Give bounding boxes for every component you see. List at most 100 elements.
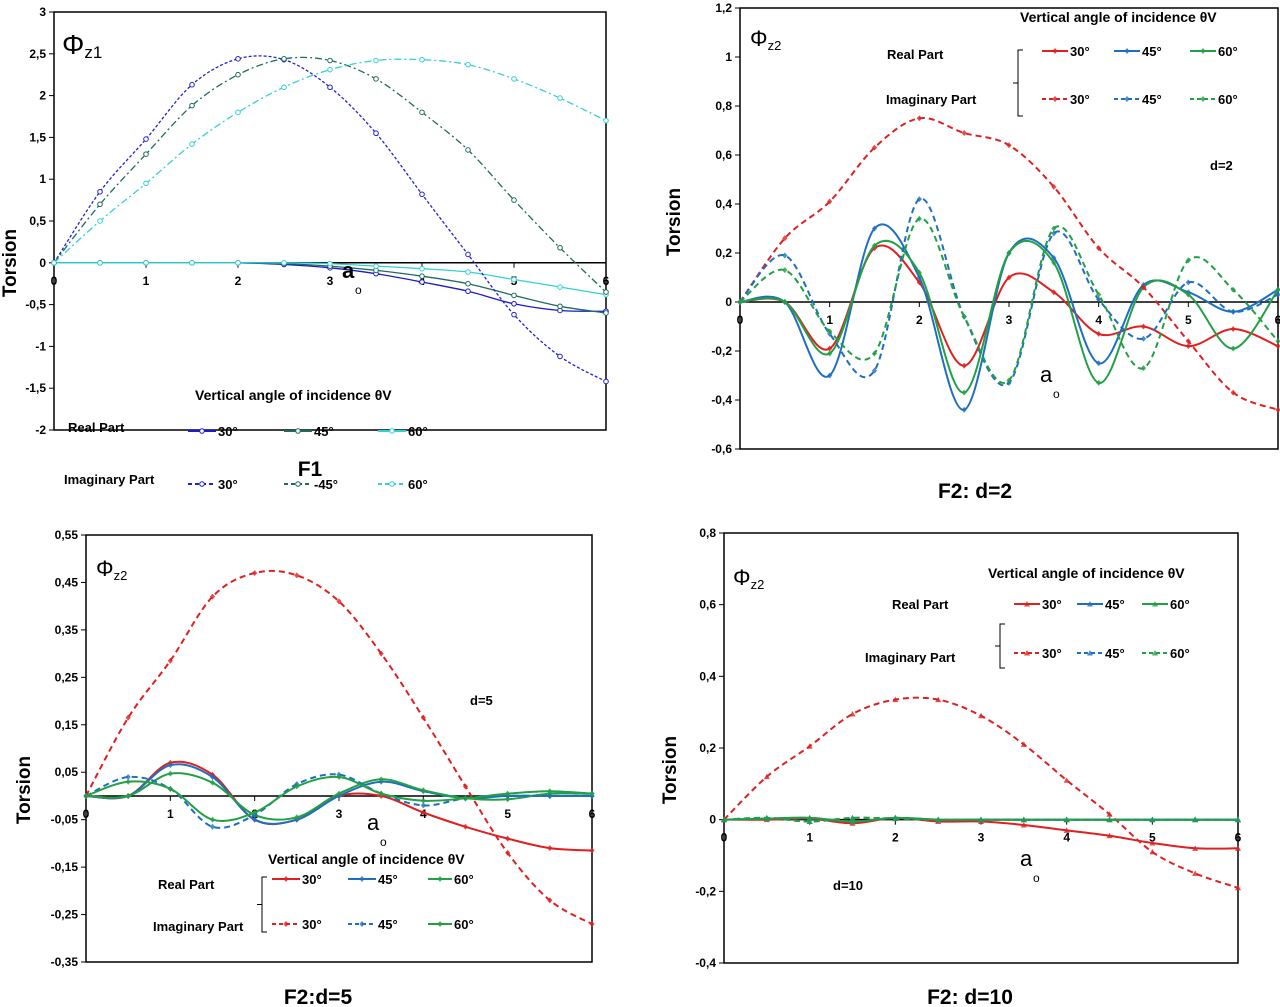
legend-label: 30°	[1042, 646, 1062, 661]
legend-entry: 45°	[1114, 44, 1162, 59]
series-line	[739, 197, 1279, 387]
data-point	[916, 279, 922, 286]
legend-label: 45°	[378, 917, 398, 932]
data-point	[603, 378, 609, 385]
data-point	[189, 102, 195, 109]
legend-imaginary-part-label: Imaginary Part	[64, 472, 155, 487]
data-point	[327, 57, 333, 64]
data-point	[1063, 816, 1070, 823]
data-point	[465, 280, 471, 287]
data-point	[1230, 308, 1236, 315]
y-tick-label: 0	[725, 295, 732, 309]
legend-marker	[1024, 601, 1030, 607]
symbol-subscript: z2	[114, 568, 128, 583]
data-point	[763, 814, 770, 821]
legend-marker	[437, 921, 443, 927]
legend-entry: 30°	[272, 872, 322, 887]
data-point	[961, 389, 967, 396]
y-tick-label: -0,35	[51, 955, 79, 969]
data-point	[1096, 379, 1102, 386]
data-point	[420, 809, 426, 816]
data-point	[1140, 365, 1147, 372]
legend-imaginary-part-label: Imaginary Part	[153, 919, 244, 934]
data-point	[589, 847, 595, 854]
data-point	[505, 790, 511, 797]
legend-label: 30°	[302, 872, 322, 887]
data-point	[916, 115, 922, 122]
data-point	[892, 696, 899, 703]
data-point	[373, 130, 379, 137]
legend-entry: 45°	[348, 872, 398, 887]
legend-entry: 30°	[188, 477, 238, 492]
data-point	[209, 773, 216, 780]
data-point	[871, 242, 878, 249]
data-point	[961, 406, 967, 413]
legend-label: 60°	[454, 872, 474, 887]
y-tick-label: -0,25	[51, 908, 79, 922]
data-point	[373, 57, 379, 64]
function-symbol: Φz2	[733, 565, 764, 592]
chart-title: F2: d=2	[938, 480, 1012, 503]
y-tick-label: 0,25	[55, 670, 79, 684]
data-point	[373, 76, 379, 82]
legend-label: 60°	[1218, 44, 1238, 59]
data-point	[465, 251, 471, 258]
x-tick-label: 0	[737, 313, 744, 327]
data-point	[336, 790, 342, 797]
d-annotation: d=5	[470, 693, 493, 708]
x-tick-label: 1	[806, 831, 813, 845]
legend-marker	[1087, 650, 1093, 656]
data-point	[1230, 389, 1236, 396]
legend-marker	[283, 921, 289, 927]
data-point	[1185, 257, 1191, 264]
data-point	[511, 311, 517, 318]
data-point	[916, 269, 922, 276]
y-tick-label: 0,05	[55, 765, 79, 779]
data-point	[871, 225, 878, 232]
legend-marker	[295, 481, 301, 487]
data-point	[961, 313, 967, 320]
phi-symbol: Φ	[750, 26, 768, 51]
legend-label: 30°	[218, 477, 238, 492]
legend-entry: 60°	[428, 872, 474, 887]
y-tick-label: 2,5	[29, 47, 46, 61]
data-point	[209, 816, 216, 823]
data-point	[961, 362, 967, 369]
series-imaginary-5	[721, 814, 1241, 824]
data-point	[1051, 183, 1057, 190]
data-point	[547, 845, 553, 852]
legend-label: 45°	[314, 424, 334, 439]
data-point	[1275, 286, 1280, 293]
legend-entry: -45°	[284, 477, 338, 492]
data-point	[462, 795, 469, 802]
y-tick-label: 0,8	[699, 526, 716, 540]
legend-marker	[437, 876, 443, 882]
plot-area	[53, 11, 607, 431]
data-point	[1006, 250, 1012, 256]
legend-entry: 45°	[1077, 646, 1125, 661]
legend-marker	[389, 481, 395, 487]
data-point	[281, 56, 287, 62]
legend-marker	[1052, 48, 1058, 54]
x-tick-label: 2	[916, 313, 923, 327]
y-tick-label: -0,2	[711, 344, 732, 358]
data-point	[189, 81, 195, 88]
legend-imaginary-part-label: Imaginary Part	[865, 650, 956, 665]
x-tick-label: 3	[327, 274, 334, 288]
legend-title: Vertical angle of incidence θV	[195, 387, 392, 403]
data-point	[465, 61, 471, 68]
x-tick-label: 6	[603, 274, 610, 288]
data-point	[511, 300, 517, 307]
data-point	[143, 136, 149, 142]
data-point	[511, 197, 517, 203]
chart-title: F1	[298, 458, 323, 481]
legend-entry: 30°	[188, 424, 238, 439]
data-point	[420, 787, 426, 794]
data-point	[849, 710, 856, 717]
legend: Vertical angle of incidence θV Real Part I…	[64, 387, 428, 492]
phi-symbol: Φ	[96, 556, 114, 581]
data-point	[782, 252, 788, 259]
data-point	[1275, 406, 1280, 413]
x-tick-label: 5	[1149, 831, 1156, 845]
data-point	[462, 823, 469, 830]
